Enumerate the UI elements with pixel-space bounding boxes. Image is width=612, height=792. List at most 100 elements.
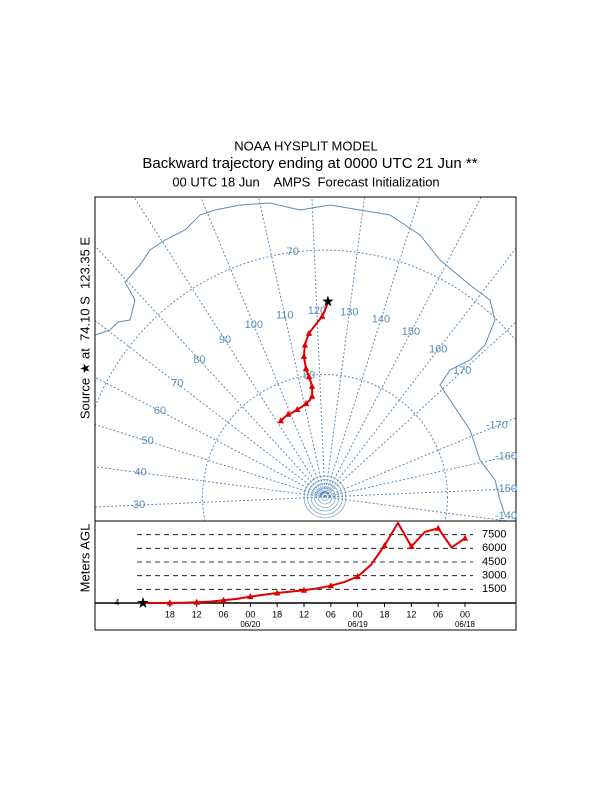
height-marker	[408, 543, 415, 550]
meridian	[200, 197, 326, 498]
pole-ring	[307, 479, 343, 515]
pole-ring	[321, 493, 329, 501]
meridian	[324, 496, 512, 521]
height-tick-label: 3000	[482, 570, 506, 582]
height-marker	[354, 573, 361, 580]
time-label: 00	[245, 609, 255, 619]
map-marker	[308, 382, 316, 389]
meridian	[133, 197, 326, 498]
height-tick-label: 4500	[482, 556, 506, 568]
date-label: 06/20	[240, 620, 261, 629]
lon-label: 150	[402, 326, 420, 338]
meridian	[324, 247, 516, 498]
height-tick-label: 1500	[482, 583, 506, 595]
meridian	[311, 197, 326, 498]
coastline	[95, 202, 506, 516]
map-marker	[300, 352, 308, 359]
map-marker	[305, 373, 313, 380]
lon-label: 30	[133, 499, 145, 511]
map-marker	[294, 406, 301, 413]
lon-label: 40	[134, 467, 146, 479]
meridian	[324, 197, 366, 498]
meridian	[324, 197, 482, 498]
meridian	[95, 466, 326, 498]
meridian	[324, 488, 516, 498]
pole-ring	[317, 489, 333, 505]
lon-label: 140	[372, 314, 390, 326]
title: NOAA HYSPLIT MODEL	[234, 138, 378, 153]
map-marker	[301, 341, 309, 348]
height-marker	[434, 524, 442, 531]
map-marker	[302, 399, 310, 406]
height-marker	[300, 586, 308, 593]
height-marker	[247, 593, 254, 600]
height-tick-label: 7500	[482, 529, 506, 541]
lon-label: 170	[453, 365, 471, 377]
height-frame	[94, 520, 517, 631]
height-marker	[461, 534, 469, 541]
map-frame	[94, 196, 517, 522]
map-marker	[302, 365, 310, 372]
meridian	[257, 197, 326, 498]
time-label: 06	[218, 609, 228, 619]
lat-label: 70	[287, 246, 299, 258]
height-star	[137, 597, 149, 608]
map-marker	[318, 312, 326, 319]
meridian	[95, 245, 326, 498]
pole-ring	[303, 475, 347, 519]
meridian	[324, 197, 421, 498]
height-marker	[220, 596, 227, 603]
height-marker	[273, 589, 281, 596]
lon-label: -170	[486, 420, 508, 432]
time-label: 00	[353, 609, 363, 619]
time-label: 12	[406, 609, 416, 619]
source-star	[322, 295, 334, 307]
map-marker	[284, 410, 292, 417]
meridian	[324, 454, 516, 498]
lat-circle	[202, 374, 448, 521]
map-marker	[305, 329, 313, 336]
lon-label: 120	[308, 305, 326, 317]
pole-ring	[314, 486, 336, 508]
lon-label: -150	[495, 483, 517, 495]
lon-label: -160	[495, 451, 517, 463]
pole-ring	[310, 482, 340, 512]
time-label: 12	[192, 609, 202, 619]
height-marker	[166, 599, 174, 606]
time-label: 18	[272, 609, 282, 619]
height-marker	[327, 582, 335, 589]
meridian	[95, 496, 326, 508]
time-label: 12	[299, 609, 309, 619]
lon-label: 50	[141, 435, 153, 447]
lon-label: 160	[429, 343, 447, 355]
date-label: 06/19	[348, 620, 369, 629]
map-marker	[277, 417, 285, 424]
meridian	[324, 417, 516, 498]
lon-label: 80	[193, 354, 205, 366]
time-label: 18	[165, 609, 175, 619]
lon-label: 110	[276, 309, 294, 321]
height-marker	[193, 598, 200, 605]
left-label: 4	[114, 597, 119, 607]
map	[95, 197, 516, 521]
time-label: 18	[379, 609, 389, 619]
lon-label: -140	[495, 510, 517, 522]
height-tick-label: 6000	[482, 542, 506, 554]
time-label: 06	[326, 609, 336, 619]
y-axis-label: Meters AGL	[77, 524, 92, 593]
lon-label: 100	[245, 319, 263, 331]
source-label: Source ★ at 74.10 S 123.35 E	[77, 237, 92, 420]
init-label: 00 UTC 18 Jun AMPS Forecast Initializati…	[172, 174, 439, 189]
time-label: 06	[433, 609, 443, 619]
lon-label: 60	[154, 405, 166, 417]
lon-label: 90	[219, 334, 231, 346]
lon-label: 130	[340, 306, 358, 318]
subtitle: Backward trajectory ending at 0000 UTC 2…	[142, 155, 477, 172]
meridian	[95, 376, 326, 498]
time-label: 00	[460, 609, 470, 619]
meridian	[324, 321, 516, 498]
lon-label: 70	[171, 378, 183, 390]
map-marker	[308, 392, 316, 399]
height-marker	[381, 542, 388, 549]
